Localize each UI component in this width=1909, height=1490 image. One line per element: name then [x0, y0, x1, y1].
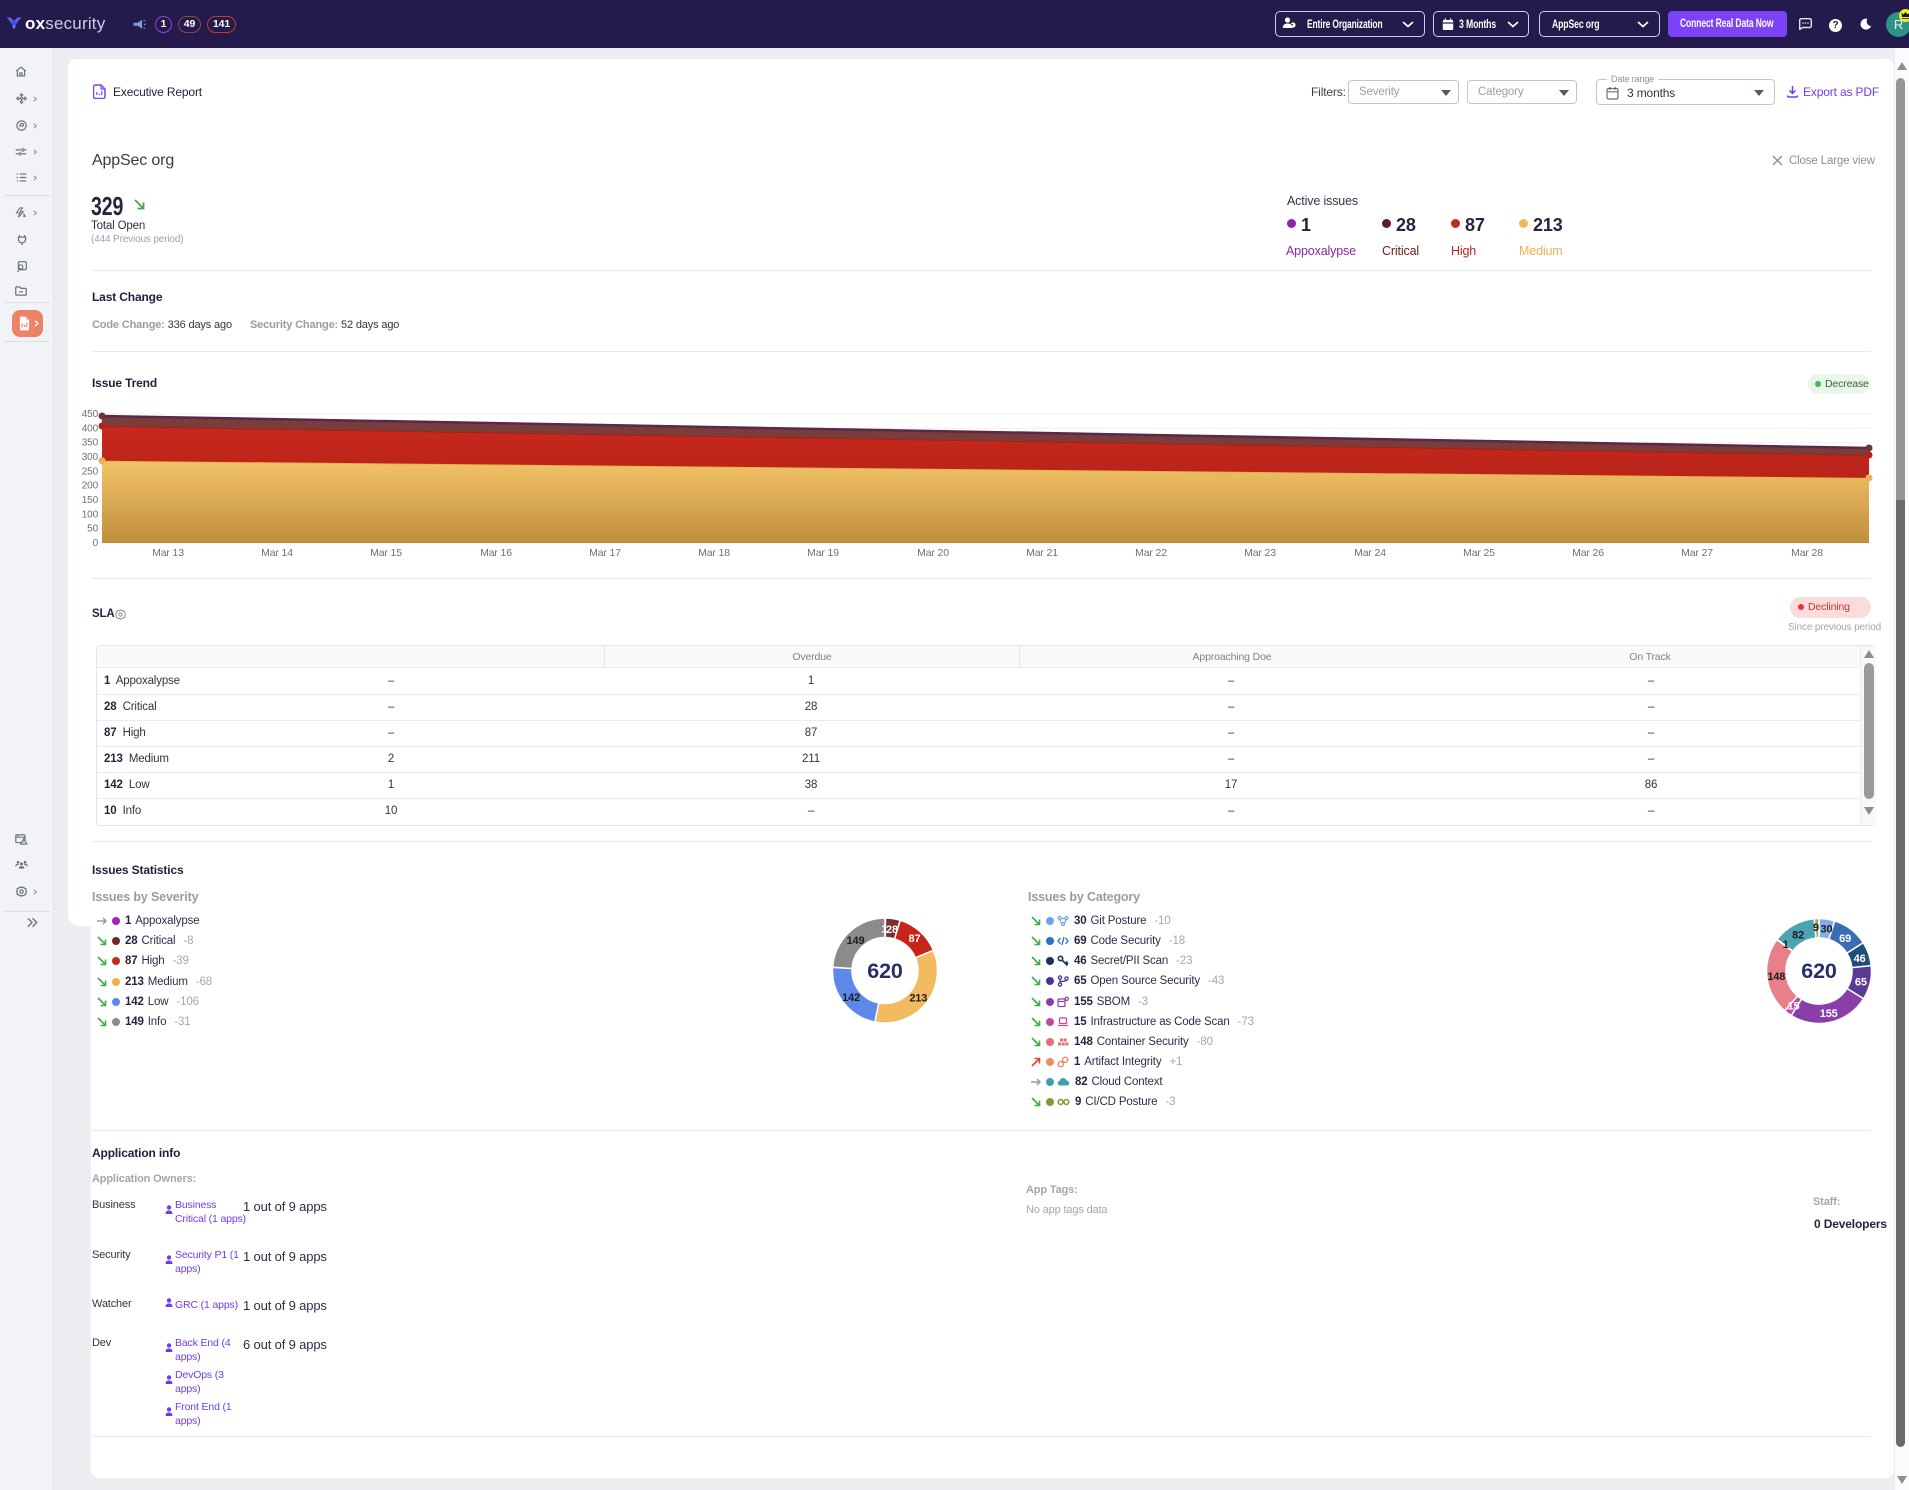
svg-text:28: 28: [886, 924, 898, 936]
svg-text:142: 142: [842, 992, 860, 1004]
svg-text:Mar 21: Mar 21: [1026, 547, 1058, 559]
svg-text:148: 148: [1767, 971, 1785, 983]
svg-text:Mar 16: Mar 16: [480, 547, 512, 559]
svg-text:1: 1: [881, 924, 887, 936]
svg-text:Mar 26: Mar 26: [1572, 547, 1604, 559]
svg-text:9: 9: [1813, 922, 1819, 934]
svg-text:Mar 18: Mar 18: [698, 547, 730, 559]
svg-text:69: 69: [1839, 933, 1851, 945]
svg-text:620: 620: [867, 959, 903, 983]
svg-text:46: 46: [1854, 953, 1866, 965]
svg-text:82: 82: [1792, 929, 1804, 941]
svg-text:Mar 14: Mar 14: [261, 547, 293, 559]
svg-text:200: 200: [82, 481, 99, 492]
svg-text:450: 450: [82, 409, 99, 420]
svg-text:100: 100: [82, 509, 99, 520]
svg-text:1: 1: [1783, 939, 1789, 951]
svg-text:400: 400: [82, 423, 99, 434]
svg-text:Mar 17: Mar 17: [589, 547, 621, 559]
svg-text:300: 300: [82, 452, 99, 463]
svg-text:Mar 22: Mar 22: [1135, 547, 1167, 559]
svg-text:213: 213: [909, 993, 927, 1005]
svg-text:149: 149: [847, 935, 865, 947]
svg-text:87: 87: [909, 933, 921, 945]
svg-text:Mar 28: Mar 28: [1791, 547, 1823, 559]
svg-text:Mar 24: Mar 24: [1354, 547, 1386, 559]
svg-text:Mar 15: Mar 15: [370, 547, 402, 559]
svg-text:50: 50: [87, 524, 98, 535]
svg-text:Mar 20: Mar 20: [917, 547, 949, 559]
svg-text:Mar 19: Mar 19: [807, 547, 839, 559]
svg-text:620: 620: [1801, 959, 1837, 983]
svg-text:Mar 25: Mar 25: [1463, 547, 1495, 559]
svg-text:15: 15: [1788, 1001, 1800, 1013]
svg-text:0: 0: [93, 538, 99, 549]
svg-text:Mar 13: Mar 13: [152, 547, 184, 559]
svg-text:250: 250: [82, 466, 99, 477]
svg-text:350: 350: [82, 438, 99, 449]
svg-text:155: 155: [1820, 1008, 1838, 1020]
svg-text:Mar 23: Mar 23: [1244, 547, 1276, 559]
svg-text:150: 150: [82, 495, 99, 506]
svg-text:65: 65: [1855, 977, 1867, 989]
svg-text:Mar 27: Mar 27: [1681, 547, 1713, 559]
svg-text:30: 30: [1821, 924, 1833, 936]
